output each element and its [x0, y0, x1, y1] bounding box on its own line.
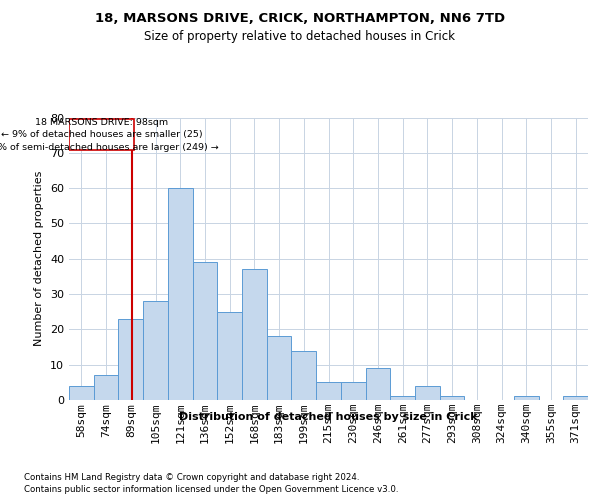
Bar — [242, 270, 267, 400]
Bar — [118, 319, 143, 400]
Bar — [415, 386, 440, 400]
Bar — [193, 262, 217, 400]
Text: 18 MARSONS DRIVE: 98sqm
← 9% of detached houses are smaller (25)
90% of semi-det: 18 MARSONS DRIVE: 98sqm ← 9% of detached… — [0, 118, 218, 152]
Text: Distribution of detached houses by size in Crick: Distribution of detached houses by size … — [179, 412, 478, 422]
Text: Contains public sector information licensed under the Open Government Licence v3: Contains public sector information licen… — [24, 485, 398, 494]
Bar — [168, 188, 193, 400]
Bar — [143, 301, 168, 400]
Bar — [563, 396, 588, 400]
Text: Size of property relative to detached houses in Crick: Size of property relative to detached ho… — [145, 30, 455, 43]
Bar — [94, 376, 118, 400]
Bar — [217, 312, 242, 400]
Bar — [365, 368, 390, 400]
Text: Contains HM Land Registry data © Crown copyright and database right 2024.: Contains HM Land Registry data © Crown c… — [24, 472, 359, 482]
FancyBboxPatch shape — [70, 120, 134, 150]
Text: 18, MARSONS DRIVE, CRICK, NORTHAMPTON, NN6 7TD: 18, MARSONS DRIVE, CRICK, NORTHAMPTON, N… — [95, 12, 505, 26]
Bar — [267, 336, 292, 400]
Bar — [440, 396, 464, 400]
Bar — [316, 382, 341, 400]
Bar — [69, 386, 94, 400]
Y-axis label: Number of detached properties: Number of detached properties — [34, 171, 44, 346]
Bar — [390, 396, 415, 400]
Bar — [514, 396, 539, 400]
Bar — [341, 382, 365, 400]
Bar — [292, 350, 316, 400]
